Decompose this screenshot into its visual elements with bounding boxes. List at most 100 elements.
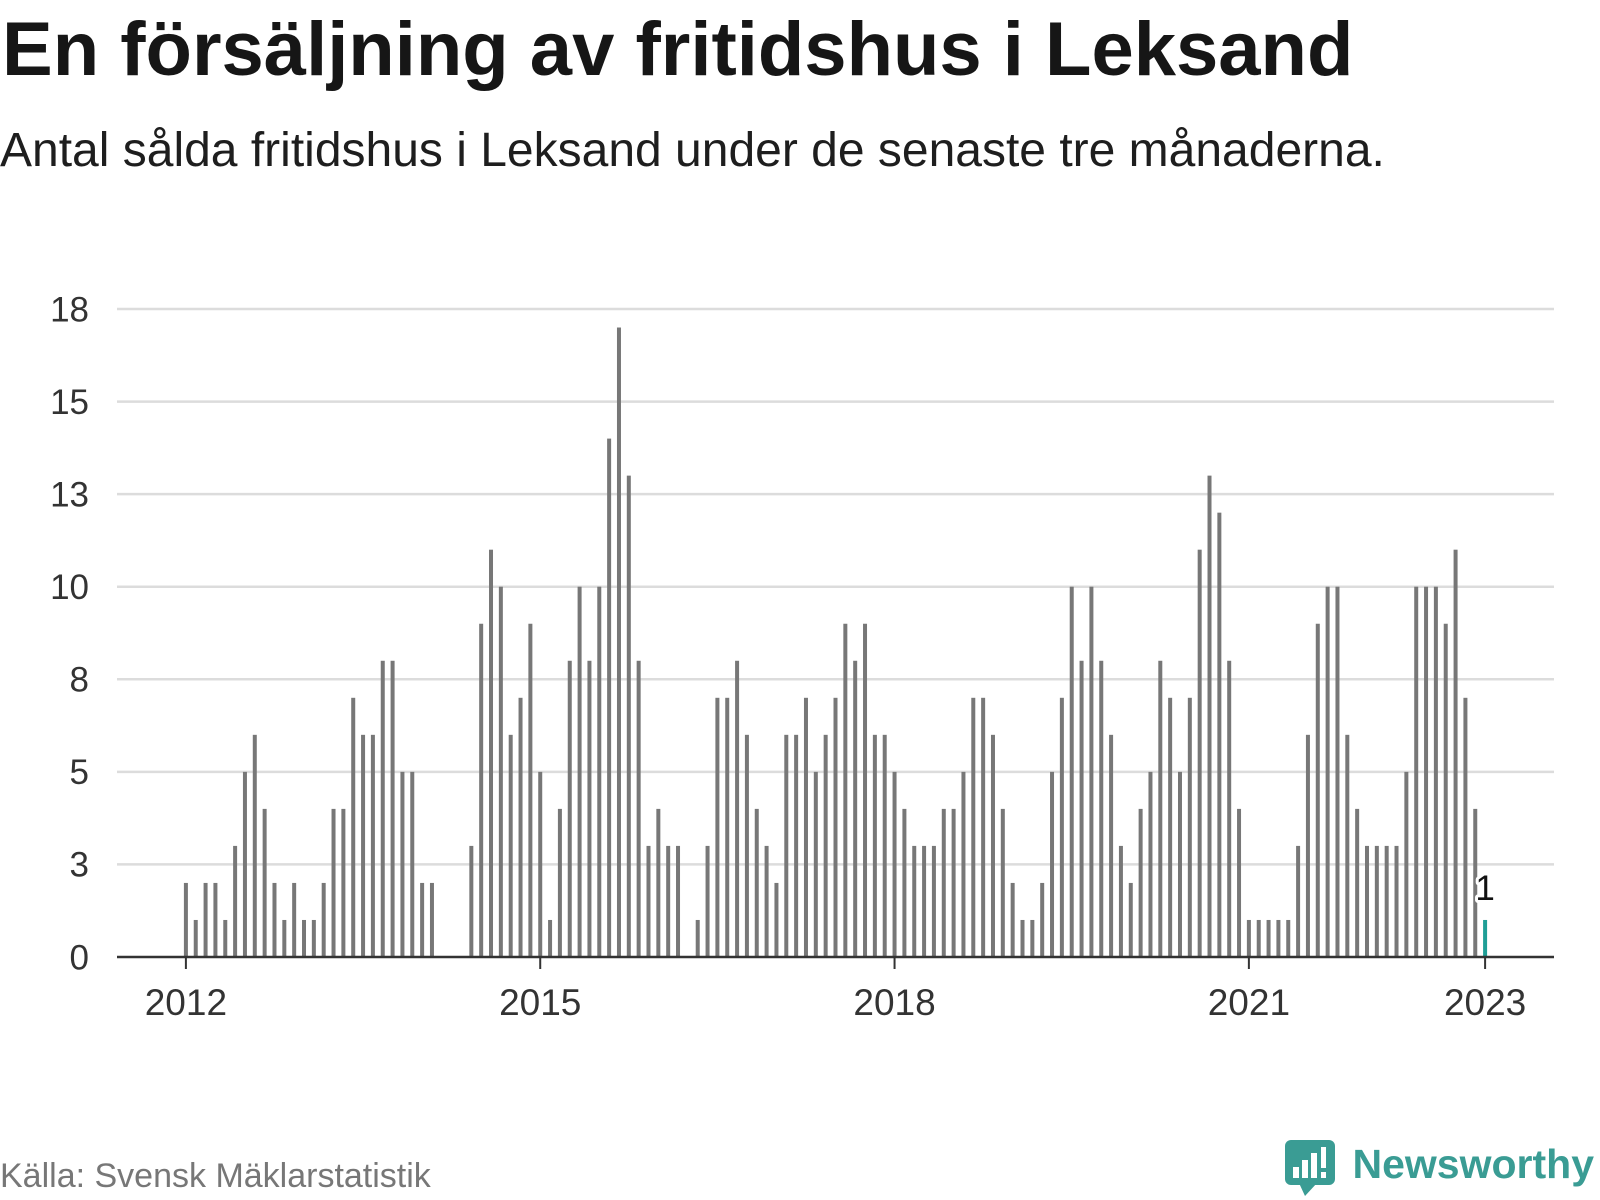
chart-subtitle: Antal sålda fritidshus i Leksand under d… — [0, 124, 1385, 177]
bar-2020-12 — [1237, 808, 1242, 957]
bar-2020-05 — [1168, 697, 1173, 957]
bar-2019-10 — [1099, 660, 1104, 957]
bar-2012-11 — [282, 919, 287, 957]
y-tick-label: 18 — [50, 290, 89, 329]
y-tick-label: 8 — [70, 661, 89, 700]
bar-2014-02 — [429, 882, 434, 957]
bar-2016-11 — [754, 808, 759, 957]
bar-2022-10 — [1453, 549, 1458, 957]
bar-2017-04 — [803, 697, 808, 957]
bar-2018-08 — [961, 771, 966, 957]
newsworthy-logo-icon — [1284, 1140, 1335, 1196]
x-tick-label: 2015 — [499, 982, 581, 1023]
bar-chart: 0 3 5 8 10 13 15 18 2012 2015 2018 2021 2023 1 — [50, 290, 1554, 1023]
bar-2019-02 — [1020, 919, 1025, 957]
bar-2017-01 — [774, 882, 779, 957]
bar-2021-09 — [1325, 586, 1330, 957]
bar-2012-07 — [242, 771, 247, 957]
bar-2022-03 — [1384, 845, 1389, 957]
bar-2012-02 — [193, 919, 198, 957]
bar-2014-01 — [420, 882, 425, 957]
bar-2013-02 — [311, 919, 316, 957]
bar-2018-05 — [931, 845, 936, 957]
bar-2013-09 — [380, 660, 385, 957]
bar-2016-07 — [715, 697, 720, 957]
bar-2021-01 — [1246, 919, 1251, 957]
bar-2022-01 — [1364, 845, 1369, 957]
gridlines — [117, 307, 1554, 866]
bar-2022-12 — [1473, 808, 1478, 957]
bar-2015-05 — [577, 586, 582, 957]
data-label: 1 — [1475, 869, 1494, 908]
bar-2017-11 — [872, 734, 877, 957]
x-axis: 2012 2015 2018 2021 2023 — [117, 955, 1554, 1023]
bar-2013-10 — [390, 660, 395, 957]
bar-2020-09 — [1207, 475, 1212, 957]
bar-2018-06 — [941, 808, 946, 957]
y-tick-label: 3 — [70, 846, 89, 885]
bar-2020-10 — [1217, 512, 1222, 957]
bar-2015-04 — [567, 660, 572, 957]
bar-2016-02 — [666, 845, 671, 957]
bar-2016-01 — [656, 808, 661, 957]
bar-2013-05 — [341, 808, 346, 957]
bar-2012-06 — [233, 845, 238, 957]
bar-2022-06 — [1414, 586, 1419, 957]
bar-2021-05 — [1286, 919, 1291, 957]
bar-2022-02 — [1374, 845, 1379, 957]
bar-2022-07 — [1424, 586, 1429, 957]
bar-2015-08 — [607, 438, 612, 958]
newsworthy-logo: Newsworthy — [1284, 1140, 1595, 1196]
bar-2021-07 — [1305, 734, 1310, 957]
bar-2022-09 — [1443, 623, 1448, 957]
bar-2016-03 — [676, 845, 681, 957]
bar-2015-01 — [538, 771, 543, 957]
bar-2014-07 — [479, 623, 484, 957]
bar-2014-12 — [528, 623, 533, 957]
bar-2015-09 — [616, 327, 621, 957]
bar-2017-07 — [833, 697, 838, 957]
bar-2015-02 — [548, 919, 553, 957]
bar-2018-04 — [922, 845, 927, 957]
bar-2016-12 — [764, 845, 769, 957]
brand-name: Newsworthy — [1352, 1141, 1595, 1187]
bar-2012-01 — [183, 882, 188, 957]
bar-2014-10 — [508, 734, 513, 957]
bar-2012-08 — [252, 734, 257, 957]
bar-2012-04 — [213, 882, 218, 957]
bar-2017-06 — [823, 734, 828, 957]
bar-2019-04 — [1040, 882, 1045, 957]
bar-2015-12 — [646, 845, 651, 957]
bar-2022-04 — [1394, 845, 1399, 957]
y-tick-label: 0 — [70, 938, 89, 977]
bar-2013-11 — [400, 771, 405, 957]
bar-2020-11 — [1227, 660, 1232, 957]
bar-2017-05 — [813, 771, 818, 957]
bar-2014-09 — [498, 586, 503, 957]
bar-2013-06 — [351, 697, 356, 957]
bar-2020-08 — [1197, 549, 1202, 957]
bar-2017-10 — [863, 623, 868, 957]
bar-2019-11 — [1109, 734, 1114, 957]
bar-2013-12 — [410, 771, 415, 957]
bar-2013-08 — [370, 734, 375, 957]
bar-2021-08 — [1315, 623, 1320, 957]
bar-2012-05 — [223, 919, 228, 957]
bar-2021-06 — [1296, 845, 1301, 957]
bar-2017-08 — [843, 623, 848, 957]
bar-2016-09 — [735, 660, 740, 957]
bar-2018-01 — [892, 771, 897, 957]
y-axis: 0 3 5 8 10 13 15 18 — [50, 290, 89, 977]
bar-2023-01 — [1483, 919, 1488, 957]
bar-2013-04 — [331, 808, 336, 957]
bar-2017-09 — [853, 660, 858, 957]
bar-2016-10 — [744, 734, 749, 957]
bar-2019-07 — [1069, 586, 1074, 957]
bar-2014-11 — [518, 697, 523, 957]
y-tick-label: 15 — [50, 383, 89, 422]
bar-2013-07 — [361, 734, 366, 957]
bar-2019-08 — [1079, 660, 1084, 957]
bar-2015-10 — [626, 475, 631, 957]
bar-2018-03 — [912, 845, 917, 957]
